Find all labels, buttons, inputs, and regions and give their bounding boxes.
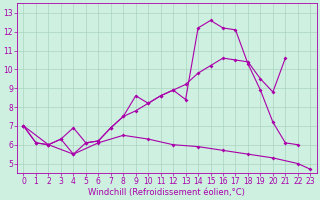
X-axis label: Windchill (Refroidissement éolien,°C): Windchill (Refroidissement éolien,°C)	[88, 188, 245, 197]
